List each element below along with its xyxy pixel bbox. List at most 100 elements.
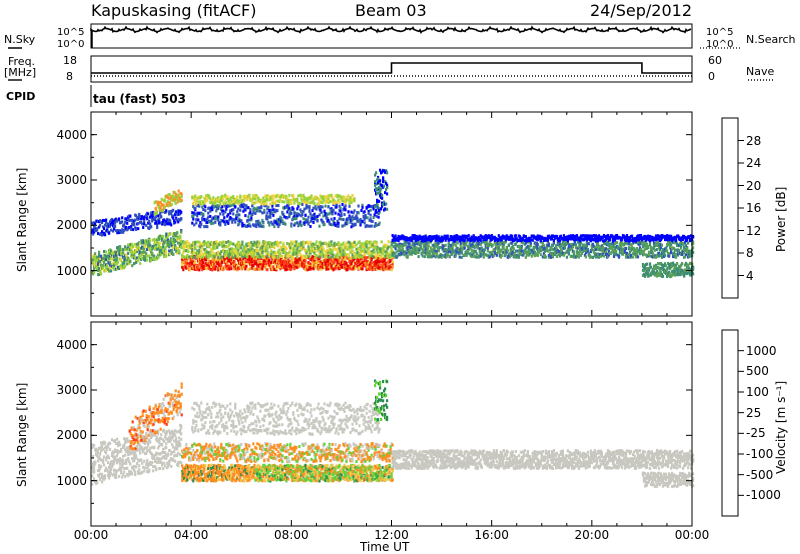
- data-cell: [374, 205, 377, 209]
- data-cell: [137, 258, 140, 262]
- freq-series: [91, 62, 692, 74]
- data-cell: [337, 212, 340, 216]
- data-cell: [202, 252, 205, 256]
- data-cell: [425, 242, 428, 246]
- data-cell: [382, 245, 385, 248]
- data-cell: [105, 258, 108, 262]
- data-cell: [270, 208, 273, 212]
- data-cell: [250, 216, 253, 220]
- freq-panel-frame: [90, 55, 693, 83]
- data-cell: [317, 204, 320, 208]
- data-cell: [213, 252, 216, 256]
- data-cell: [353, 245, 356, 248]
- data-cell: [421, 254, 424, 258]
- data-cell: [313, 248, 316, 252]
- data-cell: [156, 238, 159, 242]
- data-cell: [246, 255, 249, 259]
- data-cell: [268, 209, 271, 212]
- data-cell: [369, 213, 372, 217]
- data-cell: [225, 241, 228, 244]
- data-cell: [148, 219, 151, 223]
- data-cell: [340, 196, 343, 200]
- data-cell: [277, 225, 280, 228]
- data-cell: [192, 217, 195, 221]
- data-cell: [364, 214, 367, 217]
- data-cell: [286, 197, 289, 200]
- data-cell: [136, 215, 139, 219]
- data-cell: [120, 257, 123, 261]
- data-cell: [112, 219, 115, 223]
- data-cell: [566, 242, 569, 246]
- data-cell: [170, 198, 173, 202]
- data-cell: [640, 240, 644, 244]
- data-cell: [356, 251, 359, 254]
- data-cell: [318, 197, 321, 201]
- data-cell: [132, 245, 135, 248]
- data-cell: [678, 249, 681, 253]
- data-cell: [247, 248, 250, 252]
- data-cell: [631, 252, 635, 256]
- data-cell: [169, 232, 172, 236]
- data-cell: [250, 241, 253, 244]
- data-cell: [376, 202, 379, 206]
- data-cell: [345, 262, 348, 266]
- data-cell: [190, 263, 193, 267]
- data-cell: [482, 252, 485, 256]
- data-cell: [275, 204, 278, 208]
- data-cell: [229, 211, 232, 215]
- data-cell: [634, 255, 638, 259]
- data-cell: [630, 245, 634, 249]
- data-cell: [357, 204, 360, 208]
- data-cell: [613, 246, 617, 250]
- data-cell: [627, 242, 631, 246]
- data-cell: [355, 214, 358, 218]
- data-cell: [243, 253, 246, 256]
- data-cell: [201, 205, 204, 209]
- data-cell: [320, 243, 323, 247]
- data-cell: [494, 243, 497, 247]
- data-cell: [338, 259, 341, 263]
- data-cell: [115, 229, 118, 233]
- data-cell: [692, 242, 695, 246]
- data-cell: [168, 193, 171, 197]
- data-cell: [340, 217, 343, 221]
- data-cell: [98, 273, 101, 276]
- data-cell: [164, 221, 167, 225]
- data-cell: [161, 237, 164, 241]
- data-cell: [220, 250, 223, 254]
- data-cell: [558, 254, 561, 258]
- data-cell: [111, 221, 114, 225]
- data-cell: [183, 249, 186, 253]
- data-cell: [316, 215, 319, 218]
- data-cell: [379, 247, 382, 251]
- data-cell: [611, 241, 615, 245]
- data-cell: [219, 252, 222, 255]
- data-cell: [272, 254, 275, 258]
- data-cell: [375, 187, 378, 191]
- data-cell: [297, 194, 300, 198]
- data-cell: [349, 267, 352, 271]
- data-cell: [629, 255, 633, 259]
- data-cell: [114, 261, 117, 265]
- data-cell: [383, 243, 386, 247]
- data-cell: [377, 215, 380, 219]
- data-cell: [304, 259, 307, 263]
- data-cell: [136, 256, 139, 260]
- data-cell: [129, 260, 132, 264]
- data-cell: [496, 250, 499, 254]
- data-cell: [132, 228, 135, 232]
- data-cell: [277, 220, 280, 224]
- data-cell: [289, 209, 292, 213]
- data-cell: [149, 243, 152, 247]
- data-cell: [180, 217, 183, 221]
- data-cell: [324, 262, 327, 266]
- data-cell: [276, 209, 279, 213]
- data-cell: [131, 243, 134, 246]
- data-cell: [323, 265, 326, 269]
- data-cell: [252, 197, 255, 201]
- data-cell: [415, 246, 418, 250]
- data-cell: [380, 187, 383, 191]
- data-cell: [386, 192, 389, 196]
- data-cell: [541, 241, 544, 245]
- data-cell: [583, 253, 586, 257]
